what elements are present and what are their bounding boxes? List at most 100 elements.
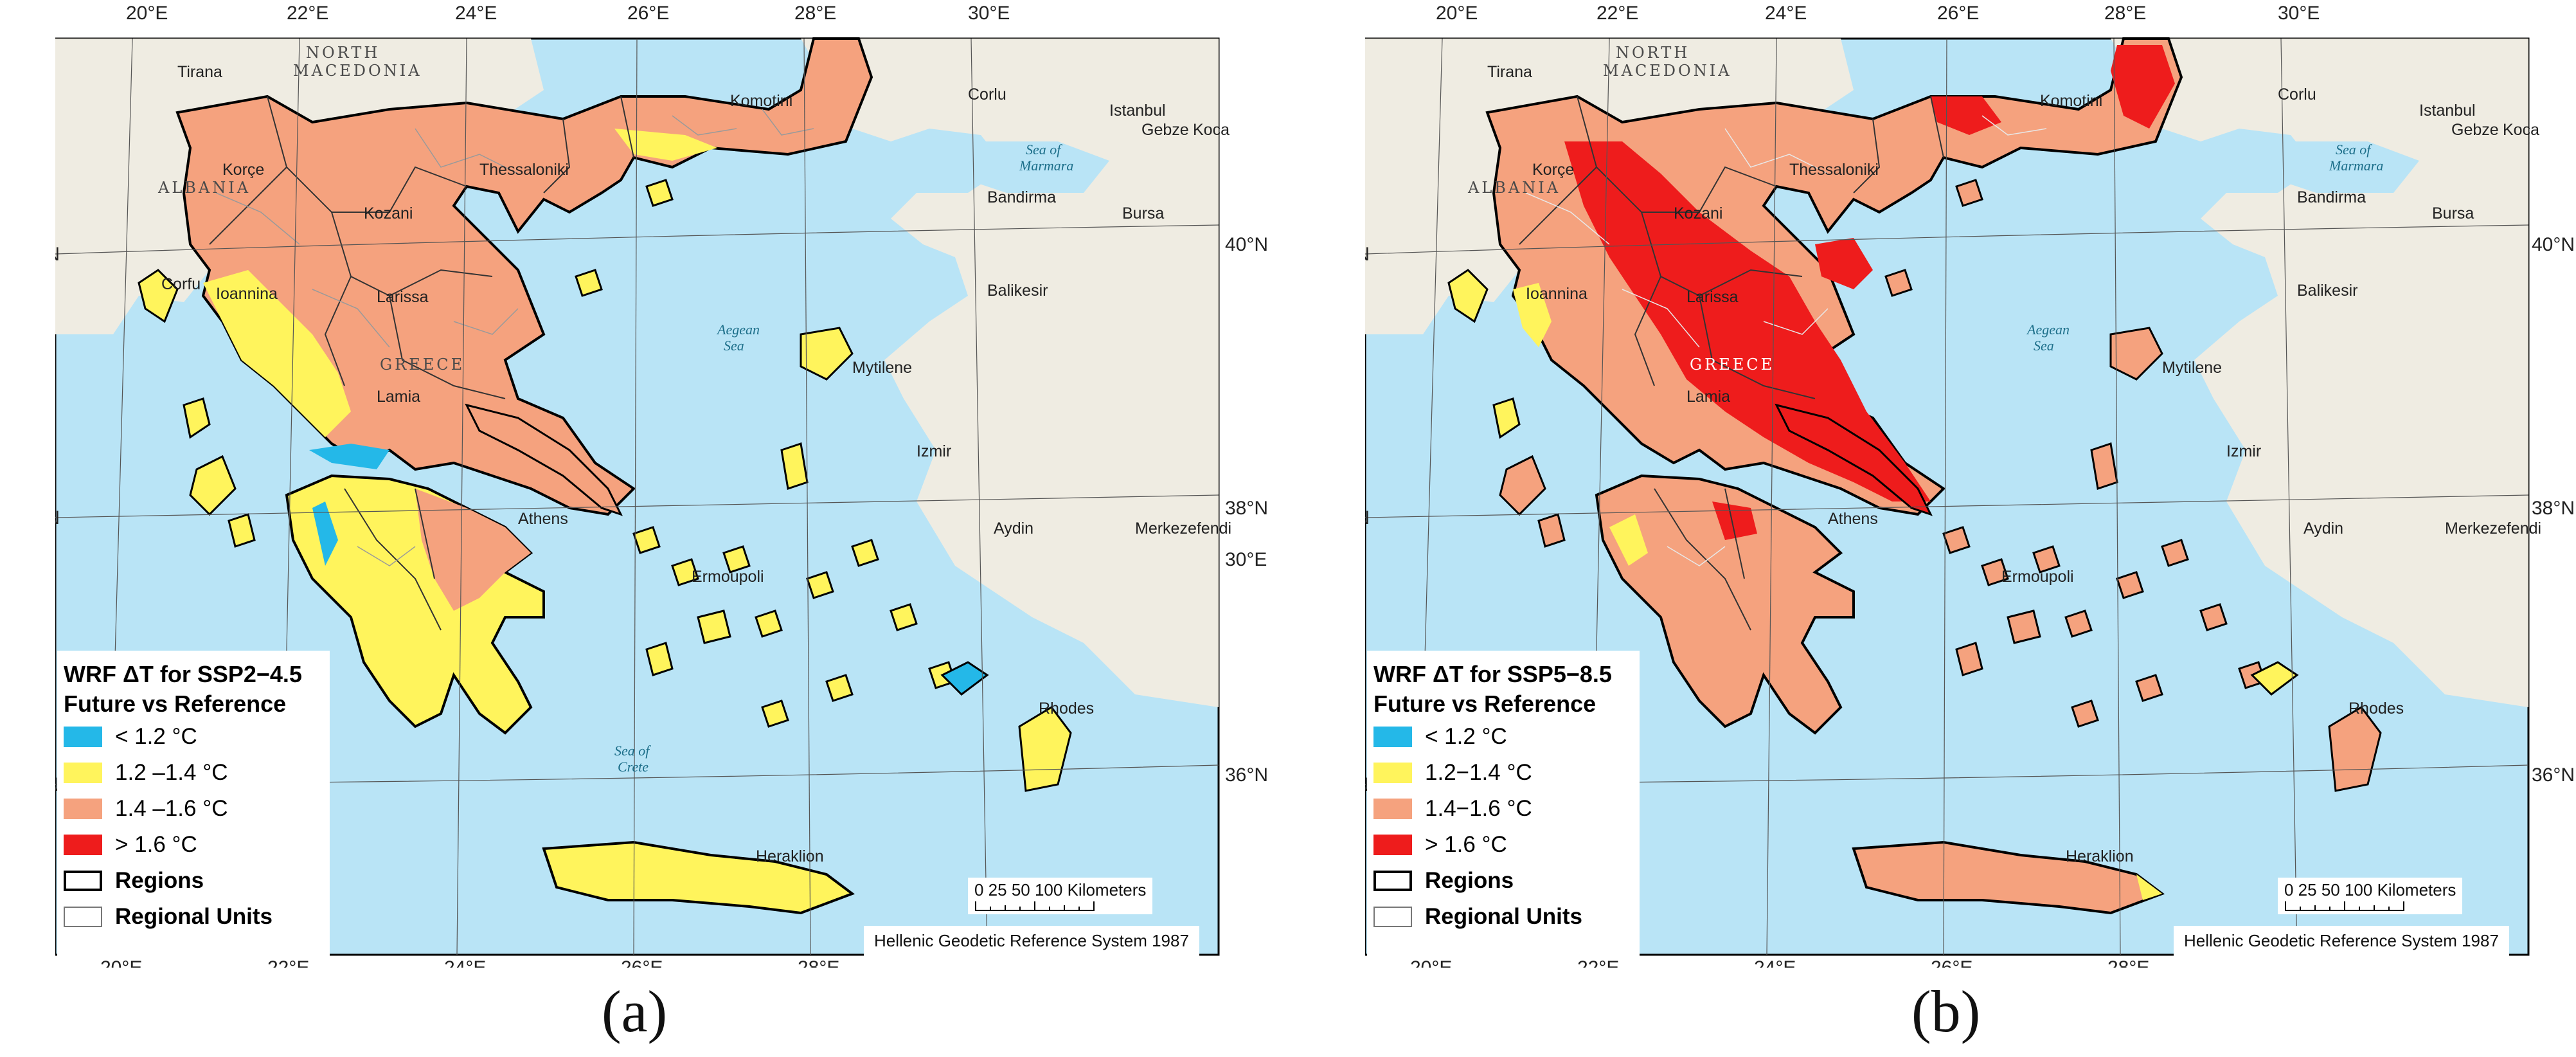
- lat-label-left-38: 38°N: [1365, 507, 1370, 528]
- map-a-scale-bar: 0 25 50 100 Kilometers: [968, 878, 1153, 914]
- lon-label-bottom-20: 20°E: [1410, 957, 1452, 968]
- lon-label-right-30: 30°E: [1225, 549, 1267, 570]
- legend-label-units: Regional Units: [1425, 904, 1583, 929]
- lon-label-bottom-26: 26°E: [1931, 957, 1972, 968]
- city-corfu: Corfu: [161, 275, 201, 293]
- map-a-island-crete: [542, 840, 855, 915]
- map-a-blue-patch-1: [309, 444, 389, 469]
- map-a-island-blue: [940, 661, 989, 696]
- legend-item-1-2-1-4: 1.2−1.4 °C: [1373, 755, 1631, 791]
- legend-item-1-2-1-4: 1.2 –1.4 °C: [64, 755, 321, 791]
- legend-label-regions: Regions: [1425, 868, 1514, 893]
- map-b-hotspot-evros: [2111, 45, 2175, 129]
- map-b-epirus-yellow: [1513, 283, 1552, 347]
- lon-label-top-30: 30°E: [968, 3, 1010, 24]
- lat-label-right-36: 36°N: [1225, 764, 1268, 786]
- city-koca: Koca: [2503, 121, 2539, 139]
- city-bandirma: Bandirma: [2297, 188, 2366, 206]
- legend-item-regions: Regions: [1373, 863, 1631, 899]
- lon-label-bottom-24: 24°E: [444, 957, 486, 968]
- city-aydin: Aydin: [994, 519, 1033, 538]
- map-b-scale-bar: 0 25 50 100 Kilometers: [2278, 878, 2463, 914]
- city-thessaloniki: Thessaloniki: [1789, 161, 1879, 179]
- legend-item-1-4-1-6: 1.4−1.6 °C: [1373, 791, 1631, 827]
- map-a-mainland: [175, 37, 873, 516]
- map-a-island-lesvos: [800, 327, 854, 381]
- legend-swatch-regions: [64, 871, 102, 891]
- sea-aegean-1: Aegean: [2026, 321, 2070, 338]
- city-lamia: Lamia: [377, 388, 420, 406]
- map-b-island-kefalonia: [1499, 455, 1546, 516]
- country-label-albania: ALBANIA: [1467, 179, 1561, 197]
- city-gebze: Gebze: [1141, 121, 1189, 139]
- map-a-reference-system: Hellenic Geodetic Reference System 1987: [864, 926, 1199, 956]
- legend-swatch-units: [64, 907, 102, 927]
- sea-aegean-1: Aegean: [716, 321, 760, 338]
- city-balikesir: Balikesir: [987, 282, 1048, 300]
- lon-label-top-24: 24°E: [1765, 3, 1807, 24]
- city-mytilene: Mytilene: [2162, 359, 2222, 377]
- legend-swatch-units: [1373, 907, 1412, 927]
- legend-swatch-red: [1373, 835, 1412, 855]
- city-komotini: Komotini: [2040, 92, 2102, 110]
- map-a-island-lefkada: [183, 397, 211, 439]
- country-label-macedonia: MACEDONIA: [1603, 62, 1732, 80]
- lon-label-top-28: 28°E: [794, 3, 836, 24]
- legend-item-1-4-1-6: 1.4 –1.6 °C: [64, 791, 321, 827]
- map-a-thrace-coast: [614, 129, 717, 161]
- lon-label-bottom-26: 26°E: [621, 957, 663, 968]
- map-b-mainland: [1485, 37, 2183, 516]
- map-b-cyclades: [1942, 526, 2266, 728]
- country-label-north: NORTH: [1616, 44, 1690, 62]
- legend-item-gt-1-6: > 1.6 °C: [64, 827, 321, 863]
- country-label-macedonia: MACEDONIA: [293, 62, 422, 80]
- sea-aegean-2: Sea: [2034, 338, 2054, 354]
- map-b-hotspot-chalkidiki: [1815, 238, 1873, 289]
- lat-label-left-38: 38°N: [55, 507, 60, 528]
- map-a-island-kefalonia: [189, 455, 237, 516]
- city-athens: Athens: [518, 510, 568, 528]
- map-a-peloponnese-east: [415, 489, 531, 611]
- legend-item-gt-1-6: > 1.6 °C: [1373, 827, 1631, 863]
- map-a-island-corfu: [138, 269, 179, 323]
- city-aydin: Aydin: [2303, 519, 2343, 538]
- lat-label-right-36: 36°N: [2532, 764, 2575, 786]
- map-a-blue-patch-2: [312, 501, 338, 566]
- map-a-legend: WRF ΔT for SSP2−4.5 Future vs Reference …: [57, 651, 330, 959]
- country-label-greece: GREECE: [380, 356, 465, 374]
- city-komotini: Komotini: [730, 92, 792, 110]
- lon-label-top-20: 20°E: [1436, 3, 1478, 24]
- lon-label-bottom-28: 28°E: [798, 957, 839, 968]
- lon-label-top-20: 20°E: [126, 3, 168, 24]
- sea-marmara-2: Marmara: [2329, 158, 2383, 174]
- legend-item-regions: Regions: [64, 863, 321, 899]
- lat-label-left-40: 40°N: [1365, 244, 1370, 265]
- sea-marmara-1: Sea of: [2336, 141, 2372, 158]
- city-ioannina: Ioannina: [1526, 285, 1588, 303]
- lat-label-left-40: 40°N: [55, 244, 60, 265]
- legend-label-lt-1-2: < 1.2 °C: [115, 724, 197, 749]
- map-b-island-lesvos: [2109, 327, 2163, 381]
- map-a-region-lines: [209, 96, 634, 631]
- map-a-marmara: [955, 141, 1109, 193]
- city-bandirma: Bandirma: [987, 188, 1056, 206]
- legend-swatch-regions: [1373, 871, 1412, 891]
- sea-marmara-1: Sea of: [1026, 141, 1062, 158]
- city-korce: Korçe: [1532, 161, 1574, 179]
- map-b-island-zakynthos: [1537, 513, 1566, 548]
- map-a-island-euboea: [465, 403, 623, 516]
- city-lamia: Lamia: [1686, 388, 1730, 406]
- map-a-island-zakynthos: [228, 513, 256, 548]
- map-b-region-lines: [1519, 96, 1944, 631]
- lon-label-bottom-22: 22°E: [1577, 957, 1619, 968]
- map-a-unit-lines: [215, 109, 814, 566]
- city-corlu: Corlu: [2278, 86, 2316, 104]
- map-b-island-lefkada: [1492, 397, 1521, 439]
- lon-label-top-26: 26°E: [1937, 3, 1979, 24]
- legend-label-1-2-1-4: 1.2 –1.4 °C: [115, 760, 228, 785]
- legend-swatch-blue: [1373, 727, 1412, 747]
- country-label-north: NORTH: [306, 44, 380, 62]
- city-korce: Korçe: [222, 161, 264, 179]
- city-koca: Koca: [1193, 121, 1230, 139]
- city-istanbul: Istanbul: [2419, 102, 2476, 120]
